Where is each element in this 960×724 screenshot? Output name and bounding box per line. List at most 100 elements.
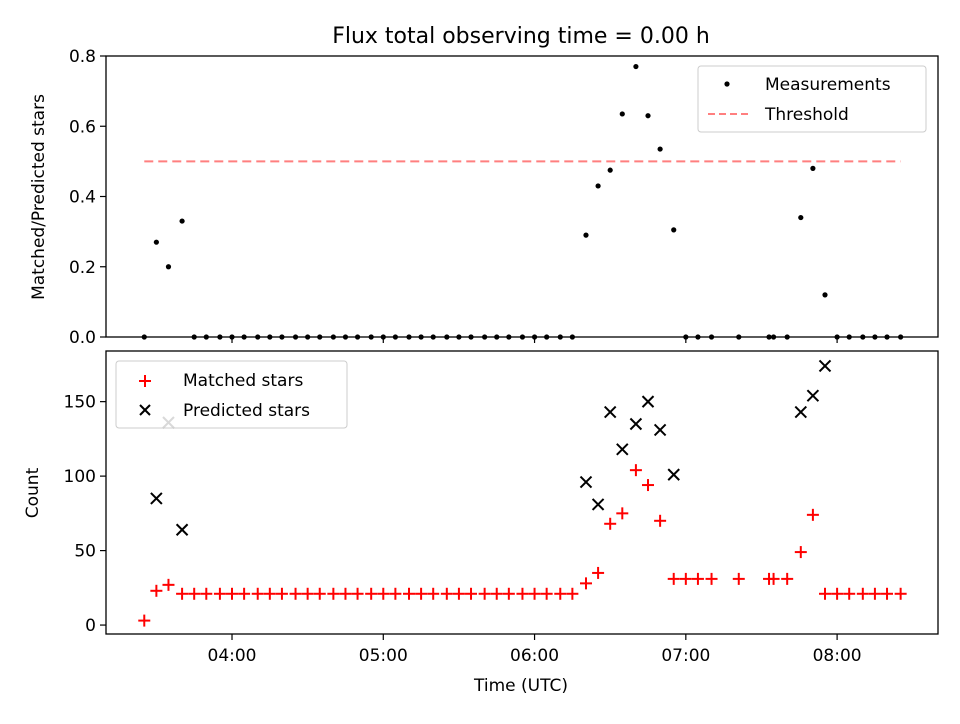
bottom-y-tick-label: 150 (64, 393, 96, 413)
matched-star-point (705, 572, 718, 585)
top-y-tick-label: 0.8 (69, 47, 96, 67)
matched-star-point (566, 587, 579, 600)
matched-star-point (389, 587, 402, 600)
matched-star-point (176, 587, 189, 600)
bottom-x-tick-label: 08:00 (813, 646, 862, 666)
matched-star-point (843, 587, 856, 600)
matched-star-point (528, 587, 541, 600)
bottom-x-tick-label: 05:00 (359, 646, 408, 666)
top-legend-box (697, 65, 927, 133)
top-y-tick-label: 0.0 (69, 328, 96, 348)
measurement-point (822, 292, 828, 298)
bottom-y-axis-label: Count (23, 467, 43, 518)
matched-star-point (452, 587, 465, 600)
bottom-axes-frame (105, 350, 939, 635)
predicted-star-point (175, 523, 189, 536)
predicted-star-point (794, 405, 808, 419)
matched-star-point (301, 587, 314, 600)
matched-star-point (200, 587, 213, 600)
matched-star-point (339, 587, 352, 600)
bottom-legend-matched-marker (139, 375, 151, 387)
bottom-plot: Count Time (UTC) 0 50 100 150 04:00 05:00 06:0… (23, 350, 939, 696)
matched-star-point (604, 517, 617, 530)
matched-star-point (554, 587, 567, 600)
predicted-star-point (806, 389, 820, 402)
predicted-star-point (629, 417, 643, 431)
top-ticks: 0.0 0.2 0.4 0.6 0.8 (69, 47, 838, 348)
predicted-star-point (641, 395, 655, 408)
matched-star-point (188, 587, 201, 600)
top-y-tick-label: 0.4 (69, 188, 96, 208)
figure-title: Flux total observing time = 0.00 h (332, 24, 710, 49)
top-axes-frame (105, 55, 939, 338)
matched-star-point (313, 587, 326, 600)
measurement-point (810, 165, 816, 171)
bottom-x-tick-label: 04:00 (208, 646, 257, 666)
top-legend-threshold-label: Threshold (764, 105, 849, 125)
matched-star-point (781, 572, 794, 585)
predicted-star-point (603, 405, 617, 419)
matched-star-point (365, 587, 378, 600)
matched-star-point (275, 587, 288, 600)
matched-star-point (642, 479, 655, 492)
top-y-tick-label: 0.6 (69, 117, 96, 137)
measurement-point (179, 218, 185, 224)
top-y-tick-label: 0.2 (69, 258, 96, 278)
bottom-legend-matched-label: Matched stars (183, 371, 303, 391)
matched-star-point (540, 587, 553, 600)
predicted-star-point (579, 475, 593, 489)
matched-star-point (327, 587, 340, 600)
top-legend-measurements-label: Measurements (765, 75, 891, 95)
bottom-x-tick-label: 06:00 (510, 646, 559, 666)
matched-star-point (440, 587, 453, 600)
bottom-y-tick-label: 100 (64, 467, 96, 487)
measurement-point (645, 113, 651, 119)
matched-star-point (516, 587, 529, 600)
top-legend: Measurements Threshold (697, 65, 927, 133)
measurement-point (633, 63, 639, 70)
bottom-legend-predicted-marker (139, 404, 151, 416)
top-y-axis-label: Matched/Predicted stars (29, 94, 49, 300)
predicted-star-point (616, 443, 629, 456)
predicted-star-point (818, 359, 832, 373)
top-legend-measurements-marker (724, 81, 730, 87)
measurement-point (607, 167, 613, 173)
matched-star-point (654, 514, 667, 527)
measurement-point (671, 227, 677, 233)
bottom-x-axis-label: Time (UTC) (473, 676, 568, 696)
matched-star-point (478, 587, 491, 600)
bottom-legend: Matched stars Predicted stars (115, 360, 348, 429)
matched-star-point (629, 464, 642, 477)
matched-star-point (616, 507, 629, 520)
measurement-point (798, 214, 804, 221)
matched-star-point (490, 587, 503, 600)
predicted-star-point (591, 498, 605, 511)
bottom-legend-predicted-label: Predicted stars (183, 401, 310, 421)
measurement-point (657, 146, 663, 152)
matched-star-point (894, 587, 907, 600)
matched-star-point (138, 614, 151, 627)
matched-star-point (377, 587, 390, 600)
matched-star-point (263, 587, 276, 600)
matched-star-point (251, 587, 264, 600)
matched-star-point (351, 587, 364, 600)
measurement-point (595, 183, 601, 189)
matched-star-point (806, 508, 819, 521)
bottom-y-tick-label: 50 (74, 542, 96, 562)
measurement-point (153, 239, 159, 245)
matched-star-point (415, 587, 428, 600)
matched-star-point (465, 587, 478, 600)
matched-star-point (289, 587, 302, 600)
matched-star-point (856, 587, 869, 600)
top-plot: Matched/Predicted stars 0.0 0.2 0.4 0.6 0.8 (29, 47, 939, 348)
matched-star-point (162, 578, 175, 591)
matched-star-point (732, 572, 745, 585)
matched-star-point (238, 587, 251, 600)
measurement-point (619, 111, 625, 117)
bottom-y-tick-label: 0 (85, 616, 96, 636)
matched-star-point (868, 587, 881, 600)
bottom-legend-box (115, 360, 348, 429)
matched-star-point (502, 587, 515, 600)
predicted-star-point (653, 423, 667, 437)
